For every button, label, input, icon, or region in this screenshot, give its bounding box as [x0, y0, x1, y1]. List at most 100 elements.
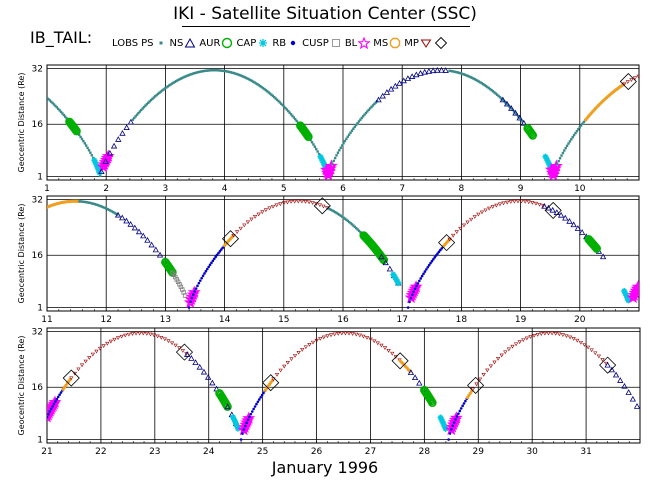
data-point-ps: [110, 210, 113, 213]
data-point-mp: [526, 200, 531, 205]
data-point-ps: [500, 97, 503, 100]
data-point-ps: [81, 200, 84, 203]
data-point-ns: [599, 253, 607, 260]
data-point-ps: [557, 159, 560, 163]
x-tick-label: 15: [278, 315, 289, 325]
mission-label: IB_TAIL:: [30, 28, 93, 47]
data-point-ns: [566, 217, 573, 224]
data-point-ps: [257, 83, 261, 87]
data-point-mp: [296, 350, 301, 355]
data-point-ps: [451, 70, 454, 73]
data-point-cap: [438, 416, 445, 423]
data-point-ps: [182, 76, 185, 79]
data-point-ns: [570, 221, 577, 228]
data-point-ns: [429, 67, 437, 74]
data-point-ps: [88, 201, 91, 204]
data-point-ps: [331, 209, 334, 212]
data-point-ps: [113, 211, 116, 215]
data-point-cap: [624, 294, 631, 301]
data-point-ps: [83, 142, 86, 145]
data-point-cap: [622, 290, 629, 297]
data-point-ps: [452, 70, 455, 73]
data-point-ps: [64, 115, 67, 118]
data-point-rb: [214, 255, 217, 259]
data-point-mp: [267, 206, 272, 211]
data-point-ps: [90, 154, 93, 157]
x-tick-label: 20: [574, 315, 586, 325]
data-point-ps: [161, 89, 164, 92]
data-point-ps: [47, 97, 50, 101]
data-point-ns: [115, 136, 122, 142]
boundary-crossing-marker: [175, 343, 194, 361]
data-point-ps: [340, 144, 344, 147]
data-point-ps: [266, 90, 269, 93]
data-point-mp: [339, 331, 344, 336]
data-point-ns: [516, 114, 523, 121]
data-point-ps: [462, 73, 465, 76]
plot-frame: [46, 327, 641, 444]
legend-item-ps: PS: [141, 37, 166, 49]
data-point-mp: [289, 357, 294, 362]
data-point-mp: [636, 74, 639, 79]
data-point-ps: [152, 96, 156, 99]
data-point-ns: [503, 100, 511, 107]
data-point-mp: [101, 344, 106, 348]
x-tick-label: 5: [281, 184, 287, 194]
data-point-mp: [539, 332, 544, 337]
data-point-ps: [242, 75, 245, 78]
data-point-ps: [355, 226, 358, 230]
data-point-ps: [467, 75, 471, 78]
data-point-ps: [47, 96, 49, 99]
data-point-mp: [541, 204, 546, 208]
legend-item-ms: MS: [373, 37, 401, 49]
data-point-mp: [303, 200, 308, 204]
data-point-mp: [513, 342, 519, 347]
legend-item-cap: CAP: [236, 37, 269, 49]
data-point-mp: [328, 333, 334, 338]
data-point-ps: [236, 73, 240, 76]
data-point-ps: [96, 203, 99, 207]
data-point-ns: [378, 253, 385, 260]
y-tick-label: 1: [37, 436, 43, 446]
data-point-mp: [155, 334, 160, 339]
data-point-ps: [285, 108, 289, 111]
data-point-ps: [180, 76, 184, 80]
data-point-mp: [321, 335, 326, 340]
data-point-ps: [509, 107, 513, 110]
data-point-ns: [557, 211, 565, 218]
data-point-mp: [474, 382, 479, 387]
data-point-mp: [533, 201, 539, 206]
data-point-ps: [560, 154, 563, 157]
data-point-ps: [486, 85, 489, 89]
y-tick-label: 16: [32, 383, 44, 393]
data-point-ps: [294, 118, 297, 121]
data-point-ps: [156, 92, 160, 96]
data-point-aur: [591, 243, 600, 252]
data-point-mp: [292, 354, 298, 358]
data-point-mp: [133, 331, 139, 336]
data-point-mp: [524, 336, 529, 341]
data-point-ps: [231, 71, 234, 74]
data-point-ps: [80, 137, 84, 141]
data-point-mp: [278, 202, 283, 207]
data-point-ns: [204, 373, 212, 380]
data-point-ps: [252, 80, 255, 83]
x-tick-label: 14: [219, 315, 231, 325]
data-point-mp: [234, 230, 240, 234]
legend-label: CUSP: [302, 37, 329, 49]
data-point-ns: [417, 70, 424, 76]
chart-panel-1: 1 2 3 4 5 6 7 8 9 10 1 16 32 Geocentric Distance (Re): [17, 64, 640, 194]
data-point-ps: [55, 106, 58, 109]
x-tick-label: 19: [515, 315, 527, 325]
data-point-mp: [479, 210, 485, 215]
data-point-rb: [439, 248, 442, 252]
data-point-ps: [316, 150, 319, 153]
data-point-ps: [477, 80, 481, 83]
data-point-rb: [448, 432, 452, 435]
data-point-rb: [408, 300, 411, 304]
data-point-ps: [229, 71, 233, 74]
boundary-crossing-marker: [544, 201, 562, 219]
data-point-mp: [130, 332, 135, 336]
data-point-rb: [239, 438, 243, 441]
data-point-ps: [465, 74, 468, 77]
